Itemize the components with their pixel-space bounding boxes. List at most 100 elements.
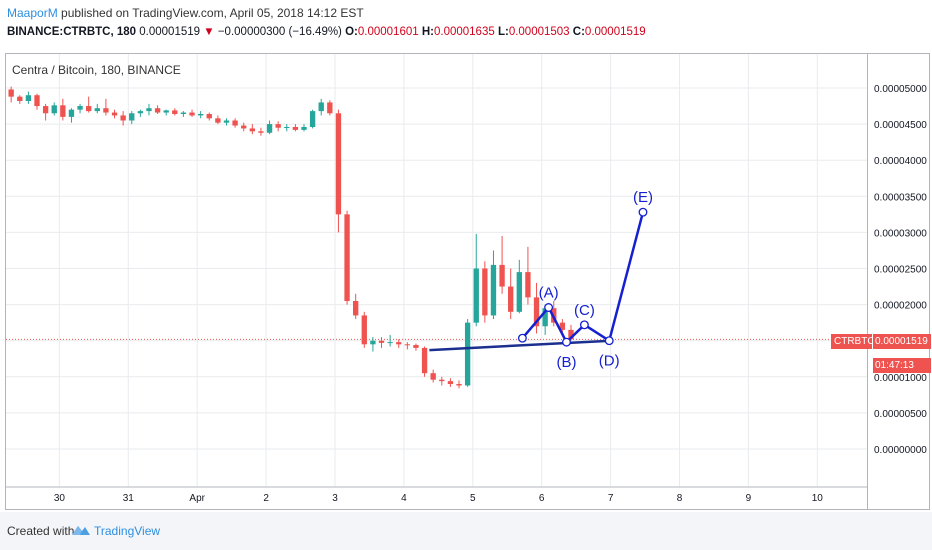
countdown-badge: 01:47:13 xyxy=(873,358,931,373)
y-tick-label: 0.00001000 xyxy=(874,373,927,384)
created-with-text: Created with xyxy=(7,524,75,538)
author-link[interactable]: MaaporM xyxy=(7,6,58,20)
candle-body xyxy=(396,342,402,345)
candle-body xyxy=(189,112,195,116)
x-tick-label: 9 xyxy=(746,493,752,504)
chart-pane[interactable] xyxy=(5,53,868,510)
wave-point-handle xyxy=(517,333,527,343)
candle-body xyxy=(318,102,324,112)
candle-body xyxy=(327,102,333,114)
y-axis-labels: 0.00005000 0.00004500 0.00004000 0.00003500… xyxy=(874,84,927,456)
y-tick-label: 0.00000000 xyxy=(874,445,927,456)
candle-body xyxy=(516,272,522,312)
high-label: H: xyxy=(421,26,434,38)
tradingview-brand-link[interactable]: TradingView xyxy=(94,524,161,538)
candle-body xyxy=(370,340,376,345)
candle-body xyxy=(42,106,49,114)
change-value: −0.00000300 (−16.49%) xyxy=(217,26,342,38)
y-tick-label: 0.00000500 xyxy=(874,409,927,420)
candle-body xyxy=(490,264,497,316)
candle-body xyxy=(120,115,126,121)
y-tick-label: 0.00002500 xyxy=(874,265,927,276)
wave-point-handle xyxy=(604,336,614,346)
symbol-badge: CTRBTC xyxy=(831,334,872,349)
candle-body xyxy=(129,113,135,121)
candle-body xyxy=(94,108,100,112)
y-tick-label: 0.00003500 xyxy=(874,192,927,203)
candle-body xyxy=(154,108,161,113)
x-tick-label: 2 xyxy=(263,493,269,504)
candle-body xyxy=(464,322,471,386)
candle-body xyxy=(241,125,247,129)
wave-label: (E) xyxy=(633,189,653,206)
wave-label: (C) xyxy=(574,302,595,319)
y-tick-label: 0.00004000 xyxy=(874,156,927,167)
candle-body xyxy=(499,264,505,287)
published-text: published on TradingView.com, April 05, … xyxy=(61,6,364,20)
candle-body xyxy=(266,124,273,133)
candle-body xyxy=(344,214,350,301)
x-tick-label: 10 xyxy=(812,493,824,504)
candle-body xyxy=(215,118,221,123)
candle-body xyxy=(146,108,152,112)
open-value: 0.00001601 xyxy=(357,26,419,38)
candle-body xyxy=(284,126,290,128)
candle-body xyxy=(309,111,316,127)
candle-body xyxy=(86,106,92,112)
change-arrow-icon: ▼ xyxy=(203,26,215,38)
wave-label: (A) xyxy=(539,284,559,301)
x-tick-label: 7 xyxy=(608,493,614,504)
low-value: 0.00001503 xyxy=(508,26,570,38)
candle-body xyxy=(404,344,411,346)
x-tick-label: 31 xyxy=(123,493,135,504)
x-tick-label: 3 xyxy=(332,493,338,504)
y-tick-label: 0.00004500 xyxy=(874,120,927,131)
trendline xyxy=(429,339,611,352)
candle-body xyxy=(353,300,359,316)
low-label: L: xyxy=(497,26,509,38)
candle-body xyxy=(77,106,83,110)
grid-lines xyxy=(6,54,867,488)
candle-body xyxy=(292,126,299,130)
price-axis[interactable] xyxy=(868,53,930,510)
candle-body xyxy=(180,112,187,114)
candle-body xyxy=(439,379,445,382)
candle-body xyxy=(387,342,393,344)
wave-point-handle xyxy=(579,320,589,330)
candle-body xyxy=(163,110,169,113)
candle-body xyxy=(172,110,178,114)
high-value: 0.00001635 xyxy=(433,26,495,38)
wave-point-handle xyxy=(544,303,554,312)
candle-body xyxy=(456,384,462,386)
candle-body xyxy=(421,347,428,374)
candle-body xyxy=(542,308,548,327)
x-axis-labels: 30 31 Apr 2 3 4 5 6 7 8 9 10 xyxy=(54,493,823,504)
candle-body xyxy=(60,105,66,117)
candle-body xyxy=(17,96,23,101)
candles xyxy=(8,86,574,389)
last-price: 0.00001519 xyxy=(139,26,201,38)
y-tick-label: 0.00003000 xyxy=(874,228,927,239)
candle-body xyxy=(473,268,479,323)
chart-title: Centra / Bitcoin, 180, BINANCE xyxy=(12,63,181,77)
candle-body xyxy=(559,322,566,330)
wave-label: (D) xyxy=(599,353,620,370)
candle-body xyxy=(232,120,238,126)
x-tick-label: 4 xyxy=(401,493,407,504)
y-tick-label: 0.00002000 xyxy=(874,301,927,312)
candle-body xyxy=(206,113,212,119)
x-tick-label: 30 xyxy=(54,493,66,504)
x-tick-label: 8 xyxy=(677,493,683,504)
tradingview-logo-icon xyxy=(72,526,90,535)
candle-body xyxy=(68,109,75,117)
wave-point-handle xyxy=(638,207,648,217)
wave-point-handle xyxy=(562,337,571,347)
candle-body xyxy=(197,113,204,116)
candle-body xyxy=(482,268,488,316)
candle-body xyxy=(335,113,342,215)
drawings: (A) (B) (C) (D) (E) xyxy=(429,189,653,371)
candle-body xyxy=(533,297,540,327)
candle-body xyxy=(430,373,436,380)
publish-line: MaaporM published on TradingView.com, Ap… xyxy=(7,6,364,20)
